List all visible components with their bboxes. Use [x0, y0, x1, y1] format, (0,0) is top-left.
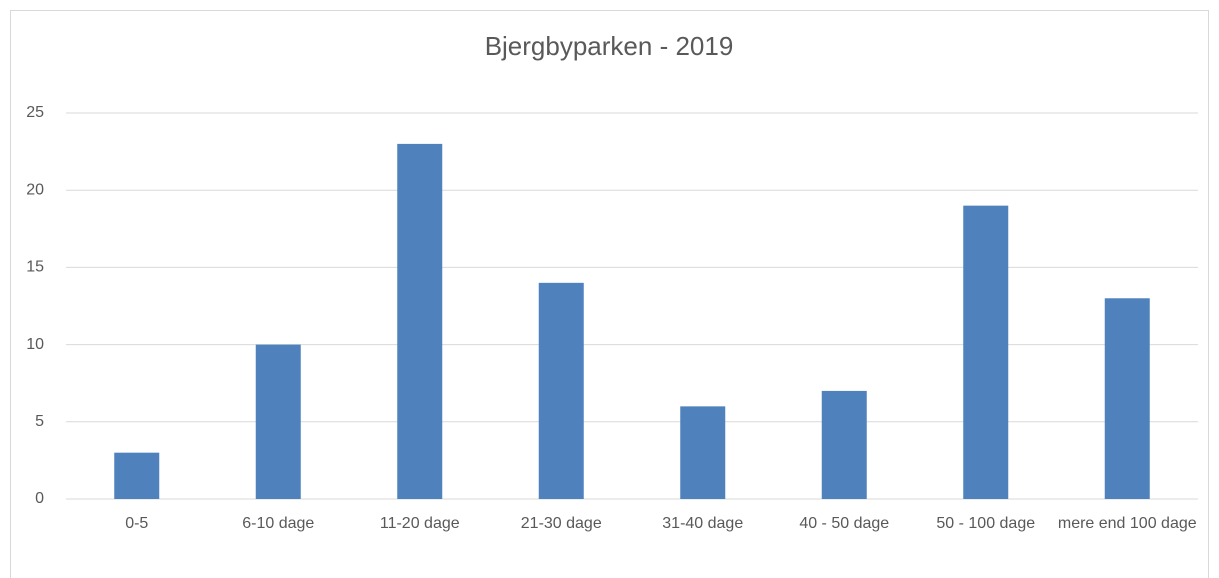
bar	[255, 344, 301, 499]
bar	[1104, 298, 1150, 499]
bar	[114, 452, 160, 499]
y-tick-label: 5	[35, 413, 44, 430]
x-tick-label: 21-30 dage	[520, 515, 602, 532]
x-tick-label: 31-40 dage	[662, 515, 744, 532]
y-tick-label: 0	[35, 490, 44, 507]
x-tick-label: mere end 100 dage	[1057, 515, 1197, 532]
x-tick-label: 0-5	[125, 515, 149, 532]
x-tick-label: 11-20 dage	[379, 515, 460, 532]
chart-title: Bjergbyparken - 2019	[485, 31, 734, 61]
x-tick-label: 6-10 dage	[242, 515, 315, 532]
bar	[821, 390, 867, 499]
bar	[538, 282, 584, 499]
y-tick-label: 10	[26, 336, 44, 353]
x-tick-label: 50 - 100 dage	[936, 515, 1036, 532]
bar	[963, 205, 1009, 499]
bar	[680, 406, 726, 499]
chart-border	[10, 10, 1209, 578]
y-tick-label: 15	[26, 259, 44, 276]
bar	[397, 143, 443, 499]
y-tick-label: 20	[26, 181, 44, 198]
x-tick-label: 40 - 50 dage	[799, 515, 890, 532]
y-tick-label: 25	[26, 104, 44, 121]
